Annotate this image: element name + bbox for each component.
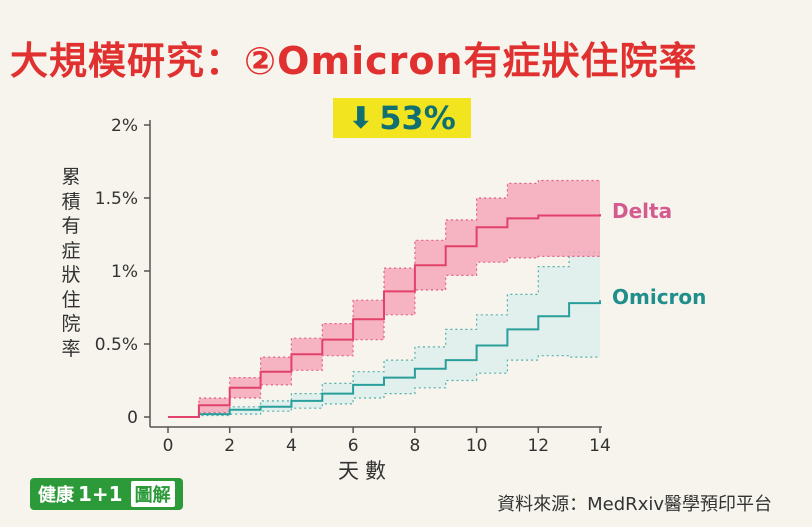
- brand-logo: 健康 1+1 圖解: [30, 478, 183, 510]
- delta-ci-lower: [168, 255, 600, 418]
- delta-ci-upper: [168, 179, 600, 418]
- x-tick-label: 0: [163, 436, 174, 456]
- x-tick-label: 6: [348, 436, 359, 456]
- omicron-label: Omicron: [612, 285, 706, 309]
- y-axis-label: 累積有症狀住院率: [61, 166, 81, 360]
- y-tick-label: 0: [127, 408, 138, 428]
- omicron-line: [168, 300, 601, 418]
- omicron-ci-lower: [168, 355, 600, 418]
- x-tick-label: 10: [466, 436, 488, 456]
- x-tick-label: 2: [224, 436, 235, 456]
- down-arrow-icon: ⬇: [348, 100, 374, 136]
- delta-label: Delta: [612, 199, 672, 223]
- delta-line: [168, 214, 601, 418]
- logo-text-3: 圖解: [130, 481, 175, 507]
- source-note: 資料來源：MedRxiv醫學預印平台: [497, 494, 772, 515]
- logo-text-1: 健康: [38, 485, 74, 506]
- x-tick-label: 4: [286, 436, 297, 456]
- y-tick-label: 1%: [111, 262, 138, 282]
- reduction-value: 53%: [379, 99, 456, 137]
- y-tick-label: 0.5%: [95, 335, 138, 355]
- x-tick-label: 12: [527, 436, 549, 456]
- x-axis-label: 天數: [338, 459, 392, 483]
- y-tick-label: 1.5%: [95, 189, 138, 209]
- page-title: 大規模研究：②Omicron有症狀住院率: [10, 39, 698, 83]
- x-tick-label: 14: [589, 436, 611, 456]
- reduction-badge: ⬇ 53%: [333, 98, 471, 138]
- logo-text-2: 1+1: [78, 482, 123, 506]
- y-tick-label: 2%: [111, 116, 138, 136]
- x-tick-label: 8: [409, 436, 420, 456]
